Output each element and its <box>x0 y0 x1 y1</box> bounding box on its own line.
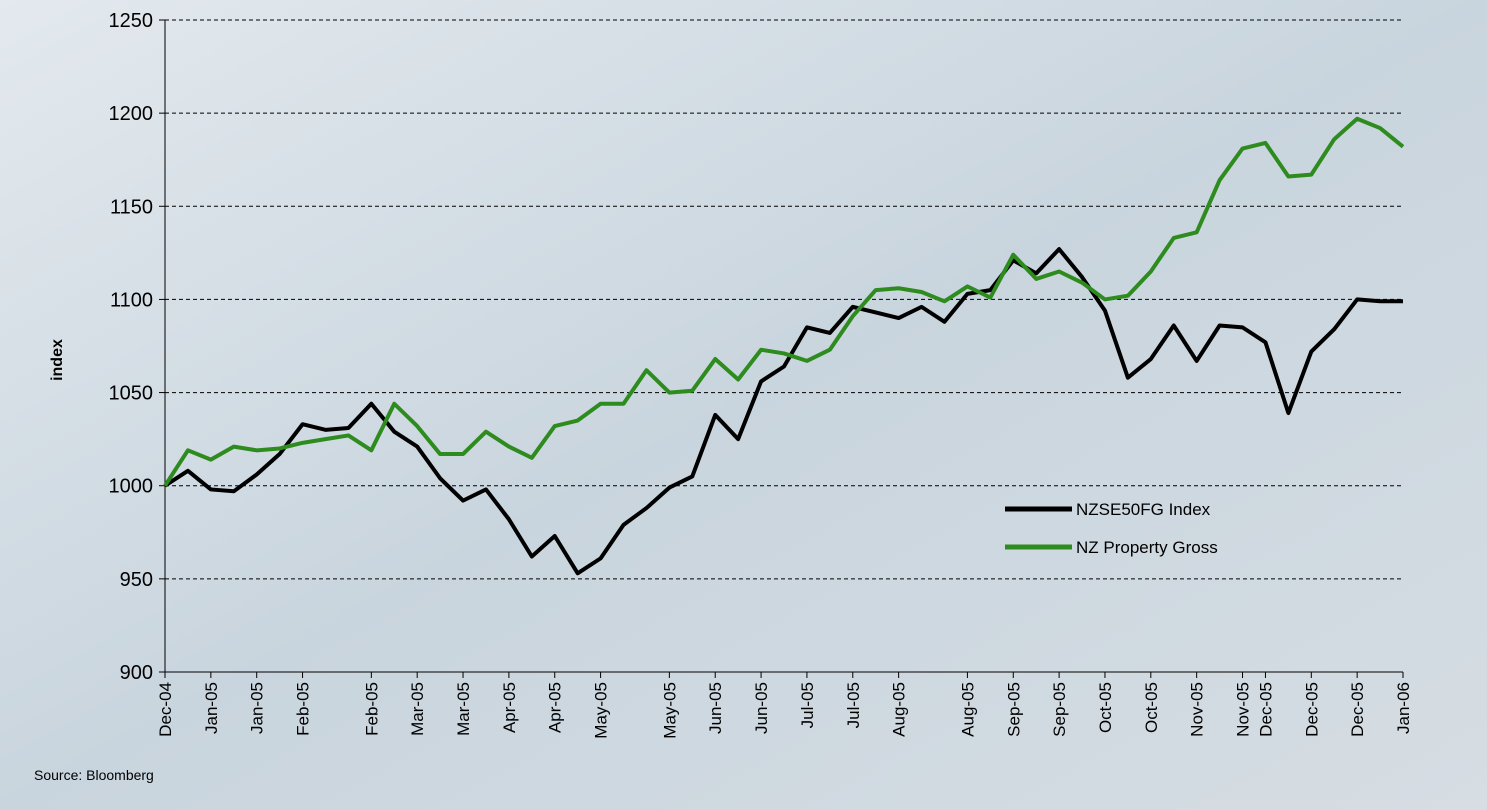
x-tick-label: Jan-06 <box>1394 682 1413 734</box>
x-tick-label: Sep-05 <box>1004 682 1023 737</box>
x-tick-label: Oct-05 <box>1096 682 1115 733</box>
x-tick-label: May-05 <box>592 682 611 739</box>
x-tick-label: Nov-05 <box>1188 682 1207 737</box>
x-tick-label: Aug-05 <box>958 682 977 737</box>
x-tick-label: Nov-05 <box>1234 682 1253 737</box>
x-tick-label: Dec-05 <box>1302 682 1321 737</box>
x-tick-label: Sep-05 <box>1050 682 1069 737</box>
x-tick-label: Oct-05 <box>1142 682 1161 733</box>
y-tick-label: 1150 <box>110 196 153 218</box>
legend-label: NZSE50FG Index <box>1076 500 1211 519</box>
x-tick-label: Dec-05 <box>1256 682 1275 737</box>
y-tick-label: 950 <box>120 569 153 591</box>
source-note: Source: Bloomberg <box>34 767 154 783</box>
y-axis-label: index <box>49 339 66 381</box>
x-tick-label: Dec-04 <box>156 682 175 737</box>
x-tick-label: Dec-05 <box>1348 682 1367 737</box>
x-tick-label: May-05 <box>660 682 679 739</box>
x-tick-label: Mar-05 <box>454 682 473 736</box>
x-tick-label: Jun-05 <box>752 682 771 734</box>
x-tick-label: Aug-05 <box>890 682 909 737</box>
y-tick-label: 1000 <box>109 476 154 498</box>
y-tick-label: 1250 <box>109 10 154 32</box>
x-tick-label: Jan-05 <box>202 682 221 734</box>
y-tick-label: 900 <box>120 662 153 684</box>
x-tick-label: Apr-05 <box>546 682 565 733</box>
y-tick-label: 1200 <box>109 103 154 125</box>
y-tick-label: 1050 <box>109 383 154 405</box>
x-tick-label: Jul-05 <box>798 682 817 728</box>
x-tick-label: Jun-05 <box>706 682 725 734</box>
x-tick-label: Jul-05 <box>844 682 863 728</box>
x-tick-label: Apr-05 <box>500 682 519 733</box>
x-tick-label: Feb-05 <box>362 682 381 736</box>
chart: index Source: Bloomberg 900 950 1000 1050 11… <box>0 0 1487 810</box>
x-tick-label: Jan-05 <box>248 682 267 734</box>
legend-label: NZ Property Gross <box>1076 538 1218 557</box>
y-tick-label: 1100 <box>110 289 153 311</box>
x-tick-label: Feb-05 <box>294 682 313 736</box>
x-tick-label: Mar-05 <box>408 682 427 736</box>
